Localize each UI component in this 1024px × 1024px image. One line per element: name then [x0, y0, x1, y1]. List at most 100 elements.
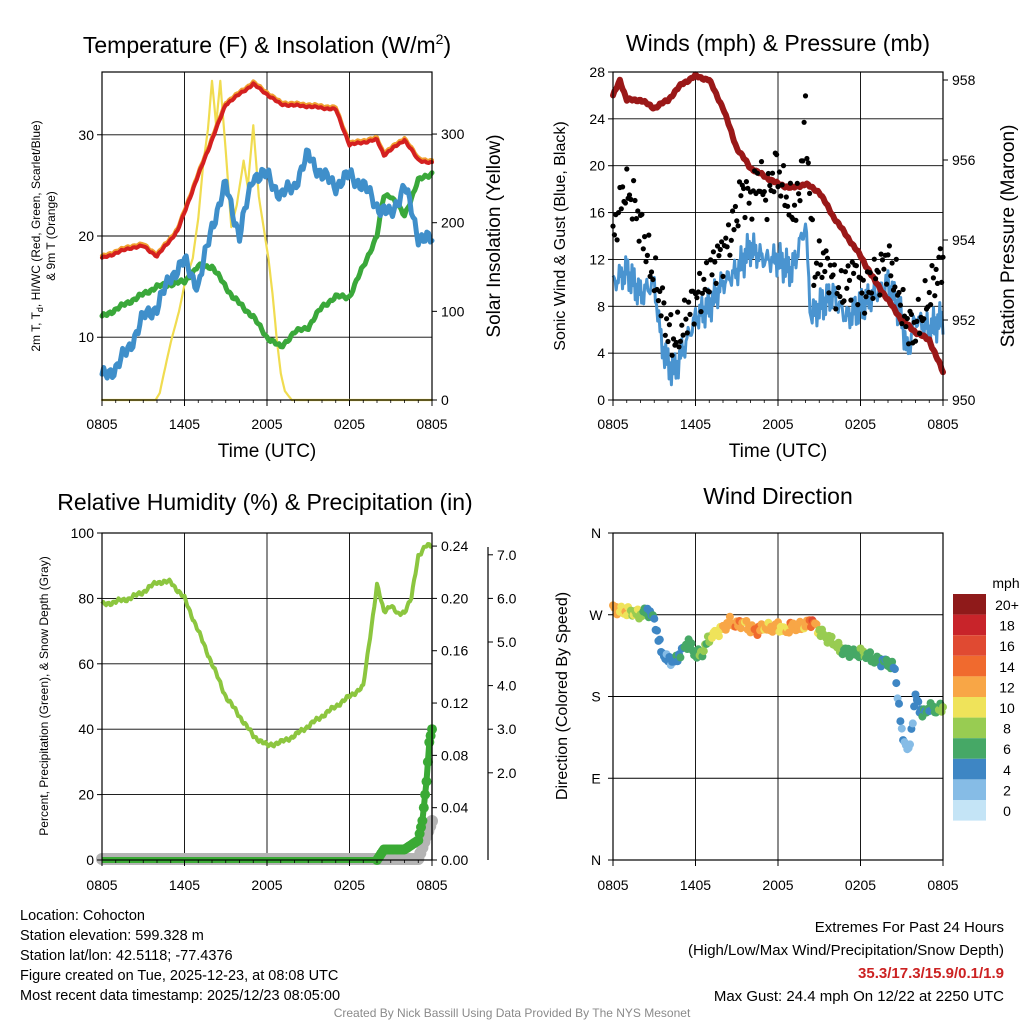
gust-point: [794, 180, 800, 186]
y-tick-label: N: [591, 852, 601, 868]
winds-series: [610, 71, 946, 387]
temperature-ylabel-right: Solar Insolation (Yellow): [484, 134, 505, 337]
colorbar-label: 2: [1003, 782, 1011, 798]
gust-point: [785, 203, 791, 209]
x-tick-label: 0805: [86, 877, 117, 893]
temperature-grid: [102, 72, 432, 400]
gust-point: [824, 255, 831, 261]
gust-point: [665, 338, 671, 345]
gust-point: [835, 285, 842, 291]
gust-point: [635, 208, 641, 214]
colorbar-label: 8: [1003, 721, 1011, 737]
y-right-tick-label: 0: [441, 392, 449, 408]
gust-point: [668, 312, 674, 318]
gust-point: [922, 278, 928, 284]
gust-point: [719, 239, 725, 245]
x-tick-label: 0805: [86, 416, 117, 432]
gust-point: [735, 223, 741, 229]
gust-point: [731, 227, 737, 233]
credit-line: Created By Nick Bassill Using Data Provi…: [333, 1006, 691, 1020]
gust-point: [774, 152, 780, 158]
gust-point: [701, 276, 707, 282]
gust-point: [892, 284, 898, 290]
gust-point: [853, 263, 860, 269]
x-tick-label: 0205: [334, 877, 365, 893]
series-line-pressure: [610, 71, 946, 376]
gust-point: [626, 192, 633, 198]
temperature-ylabel-left-line1: 2m T, Td, HI/WC (Red, Green, Scarlet/Blu…: [29, 120, 45, 351]
gust-point: [615, 210, 622, 216]
colorbar-label: 10: [999, 700, 1015, 716]
gust-point: [746, 200, 752, 206]
extremes-subtitle: (High/Low/Max Wind/Precipitation/Snow De…: [688, 942, 1004, 959]
gust-point: [886, 243, 893, 249]
gust-point: [838, 268, 844, 274]
gust-point: [628, 196, 634, 203]
y-tick-label: 80: [78, 590, 94, 606]
winds-ylabel-left: Sonic Wind & Gust (Blue, Black): [552, 121, 569, 350]
colorbar-swatch: [953, 758, 986, 780]
humidity-ylabel-left: Percent, Precipitation (Green), & Snow D…: [37, 556, 51, 835]
direction-point: [676, 653, 685, 662]
gust-point: [664, 316, 670, 322]
gust-point: [841, 298, 847, 304]
gust-point: [787, 180, 794, 186]
y-tick-label: N: [591, 525, 601, 541]
gust-point: [862, 310, 868, 316]
extremes-info: Extremes For Past 24 Hours (High/Low/Max…: [688, 916, 1004, 1008]
gust-point: [934, 280, 941, 286]
gust-point: [791, 202, 798, 208]
y-right-tick-label: 0.08: [441, 747, 468, 763]
gust-point: [833, 306, 839, 312]
y-right-tick-label: 0.00: [441, 852, 468, 868]
temperature-xlabel: Time (UTC): [218, 441, 317, 462]
gust-point: [871, 256, 877, 262]
colorbar-label: 16: [999, 638, 1015, 654]
gust-point: [669, 352, 675, 358]
direction-point: [895, 699, 903, 708]
gust-point: [846, 277, 853, 283]
direction-point: [653, 626, 661, 635]
gust-point: [717, 246, 723, 253]
gust-point: [629, 216, 635, 222]
y-right-tick-label: 4.0: [497, 678, 517, 694]
direction-point: [699, 647, 708, 656]
gust-point: [765, 170, 772, 177]
direction-point: [906, 740, 914, 749]
direction-point: [890, 665, 899, 674]
gust-point: [725, 222, 732, 228]
y-tick-label: 20: [78, 228, 94, 244]
extremes-values: 35.3/17.3/15.9/0.1/1.9: [858, 965, 1004, 982]
gust-point: [691, 321, 697, 327]
y-right-tick-label: 2.0: [497, 765, 517, 781]
gust-point: [657, 288, 663, 294]
y-tick-label: W: [589, 607, 603, 623]
gust-point: [906, 341, 912, 347]
gust-point: [860, 277, 866, 283]
gust-point: [743, 179, 750, 185]
gust-point: [624, 166, 630, 172]
direction-point: [892, 679, 901, 688]
gust-point: [695, 289, 701, 295]
gust-point: [699, 290, 706, 296]
colorbar-label: 12: [999, 679, 1015, 695]
gust-point: [680, 332, 686, 338]
precip-point: [420, 789, 431, 800]
x-tick-label: 1405: [680, 416, 711, 432]
gust-point: [643, 259, 649, 265]
gust-point: [673, 339, 679, 346]
gust-point: [868, 290, 875, 296]
gust-point: [885, 252, 891, 258]
y-right-tick-label: 3.0: [497, 721, 517, 737]
gust-point: [716, 253, 722, 259]
gust-point: [809, 217, 816, 223]
precip-point: [417, 815, 428, 826]
gust-point: [727, 252, 733, 258]
y-tick-label: 20: [589, 158, 605, 174]
colorbar-swatch: [953, 738, 986, 759]
colorbar-label: 0: [1003, 803, 1011, 819]
humidity-grid: [102, 533, 432, 860]
gust-point: [661, 300, 667, 306]
direction-series: [609, 601, 947, 754]
gust-point: [636, 238, 642, 244]
